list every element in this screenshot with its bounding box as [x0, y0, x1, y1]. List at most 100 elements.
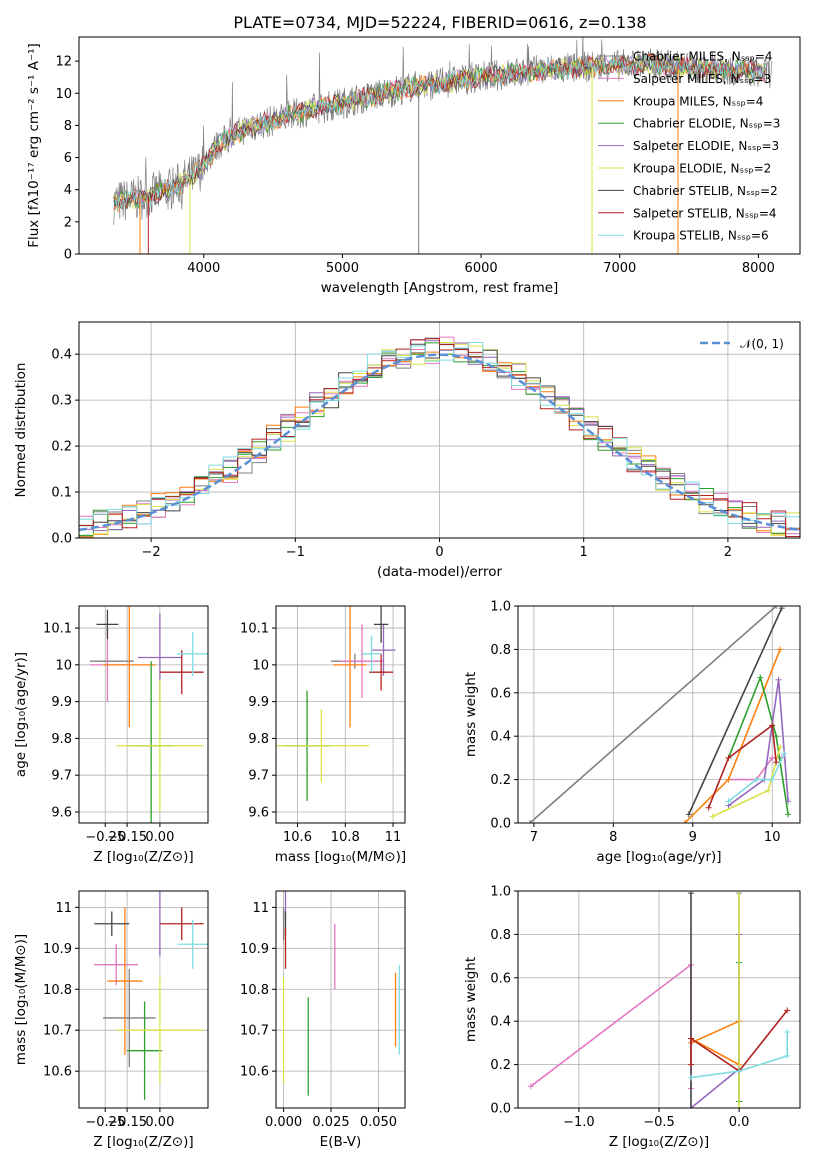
weight-marker [736, 1105, 743, 1108]
weight-marker [785, 798, 792, 805]
y-axis-label: mass weight [463, 672, 479, 757]
weight-marker [685, 811, 692, 818]
legend-entry: Kroupa ELODIE, Nₛₛₚ=2 [633, 162, 771, 176]
x-tick-label: 5000 [326, 261, 359, 276]
y-tick-label: 10 [55, 87, 72, 102]
weight-marker [773, 759, 780, 766]
x-tick-label: 8000 [742, 261, 775, 276]
y-tick-label: 9.8 [248, 732, 269, 747]
weight-vs-age-frame [517, 605, 801, 824]
legend-entry: Salpeter STELIB, Nₛₛₚ=4 [633, 206, 777, 220]
age-vs-mass-panel: 10.6 10.8 11 9.6 9.7 9.8 9.9 10 10.1 mass [log₁₀(… [240, 605, 406, 865]
weight-marker [688, 1074, 695, 1081]
y-tick-label: 9.6 [51, 805, 72, 820]
y-tick-label: 1.0 [490, 885, 511, 900]
x-tick-label: −0.25 [85, 1115, 125, 1130]
y-tick-label: 0.0 [490, 817, 511, 832]
y-tick-label: 6 [64, 151, 72, 166]
y-tick-label: 9.9 [248, 695, 269, 710]
weight-vs-Z-plot-area [527, 891, 791, 1108]
x-tick-label: −0.25 [85, 830, 125, 845]
y-tick-label: 9.9 [51, 695, 72, 710]
y-tick-label: 0.6 [490, 971, 511, 986]
spectrum-frame [78, 36, 801, 255]
y-tick-label: 10.9 [43, 942, 72, 957]
y-tick-label: 0 [64, 248, 72, 263]
x-tick-label: −1 [286, 545, 305, 560]
y-tick-label: 10.7 [240, 1024, 269, 1039]
x-tick-label: 0.00 [145, 830, 174, 845]
weight-series-5 [736, 891, 743, 1108]
y-tick-label: 10.8 [43, 983, 72, 998]
errorbar-point-5 [116, 679, 204, 812]
weight-marker [725, 754, 732, 761]
x-tick-label: −0.5 [643, 1115, 675, 1130]
errorbar-point-5 [116, 976, 204, 1084]
weight-vs-Z-panel: −1.0 −0.5 0.0 0.0 0.2 0.4 0.6 0.8 1.0 Z [log₁₀(Z/… [463, 885, 801, 1150]
weight-marker [765, 787, 772, 794]
y-tick-label: 9.6 [248, 805, 269, 820]
weight-line [530, 963, 692, 1089]
y-tick-label: 10.7 [43, 1024, 72, 1039]
y-tick-label: 0.8 [490, 928, 511, 943]
x-tick-label: −0.15 [107, 830, 147, 845]
x-tick-label: 9 [689, 830, 697, 845]
mass-vs-Z-plot-area [94, 891, 208, 1100]
y-tick-label: 0.2 [490, 1058, 511, 1073]
x-axis-label: mass [log₁₀(M/M⊙)] [275, 849, 406, 865]
weight-marker [784, 1007, 791, 1014]
x-axis-label: age [log₁₀(age/yr)] [596, 849, 721, 865]
legend-entry: Kroupa STELIB, Nₛₛₚ=6 [633, 229, 769, 243]
weight-marker [688, 1061, 695, 1068]
x-tick-label: −1.0 [563, 1115, 595, 1130]
y-tick-label: 9.7 [248, 769, 269, 784]
x-axis-label: wavelength [Angstrom, rest frame] [321, 280, 559, 296]
x-axis-label: E(B-V) [320, 1134, 362, 1150]
weight-marker [725, 798, 732, 805]
weight-marker [773, 606, 780, 609]
x-tick-label: 6000 [465, 261, 498, 276]
y-tick-label: 8 [64, 119, 72, 134]
age-vs-Z-plot-area [89, 606, 208, 823]
y-tick-label: 0.8 [490, 643, 511, 658]
x-tick-label: 10.8 [331, 830, 360, 845]
weight-marker [784, 1052, 791, 1059]
weight-marker [705, 804, 712, 811]
age-vs-Z-frame [78, 605, 209, 824]
model-spectrum-line-7 [113, 52, 766, 210]
weight-series-7 [705, 722, 780, 811]
y-tick-label: 9.8 [51, 732, 72, 747]
weight-marker [688, 1035, 695, 1042]
weight-vs-age-plot-area [526, 606, 792, 823]
weight-series-2 [681, 646, 784, 823]
weight-marker [777, 744, 784, 751]
y-axis-label: age [log₁₀(age/yr)] [13, 652, 29, 777]
figure-title: PLATE=0734, MJD=52224, FIBERID=0616, z=0… [233, 13, 646, 32]
weight-marker [526, 820, 533, 823]
weight-marker [769, 722, 776, 729]
legend-entry: Salpeter ELODIE, Nₛₛₚ=3 [633, 139, 779, 153]
errorbar-point-2 [107, 907, 143, 1055]
y-tick-label: 0.0 [51, 532, 72, 547]
weight-line [728, 679, 789, 807]
errorbar-point-5 [276, 708, 370, 783]
y-tick-label: 10 [252, 658, 269, 673]
y-tick-label: 2 [64, 215, 72, 230]
y-axis-label: Flux [fλ10⁻¹⁷ erg cm⁻² s⁻¹ A⁻¹] [26, 43, 42, 248]
y-tick-label: 0.1 [51, 486, 72, 501]
x-tick-label: 8 [609, 830, 617, 845]
errorbar-point-0 [103, 968, 156, 1068]
weight-line [529, 606, 777, 823]
x-tick-label: 2 [724, 545, 732, 560]
x-tick-label: 0.000 [265, 1115, 302, 1130]
x-tick-label: 0.025 [312, 1115, 349, 1130]
errorbar-point-2 [333, 606, 367, 728]
errorbar-point-8 [177, 631, 208, 676]
x-tick-label: 4000 [187, 261, 220, 276]
spectrum-panel: 4000 5000 6000 7000 8000 0 2 4 6 8 10 12 wavelength … [26, 36, 801, 296]
legend-entry: Chabrier MILES, Nₛₛₚ=4 [633, 50, 773, 64]
x-tick-label: 0.050 [360, 1115, 397, 1130]
x-tick-label: 1 [580, 545, 588, 560]
y-tick-label: 10.6 [43, 1065, 72, 1080]
